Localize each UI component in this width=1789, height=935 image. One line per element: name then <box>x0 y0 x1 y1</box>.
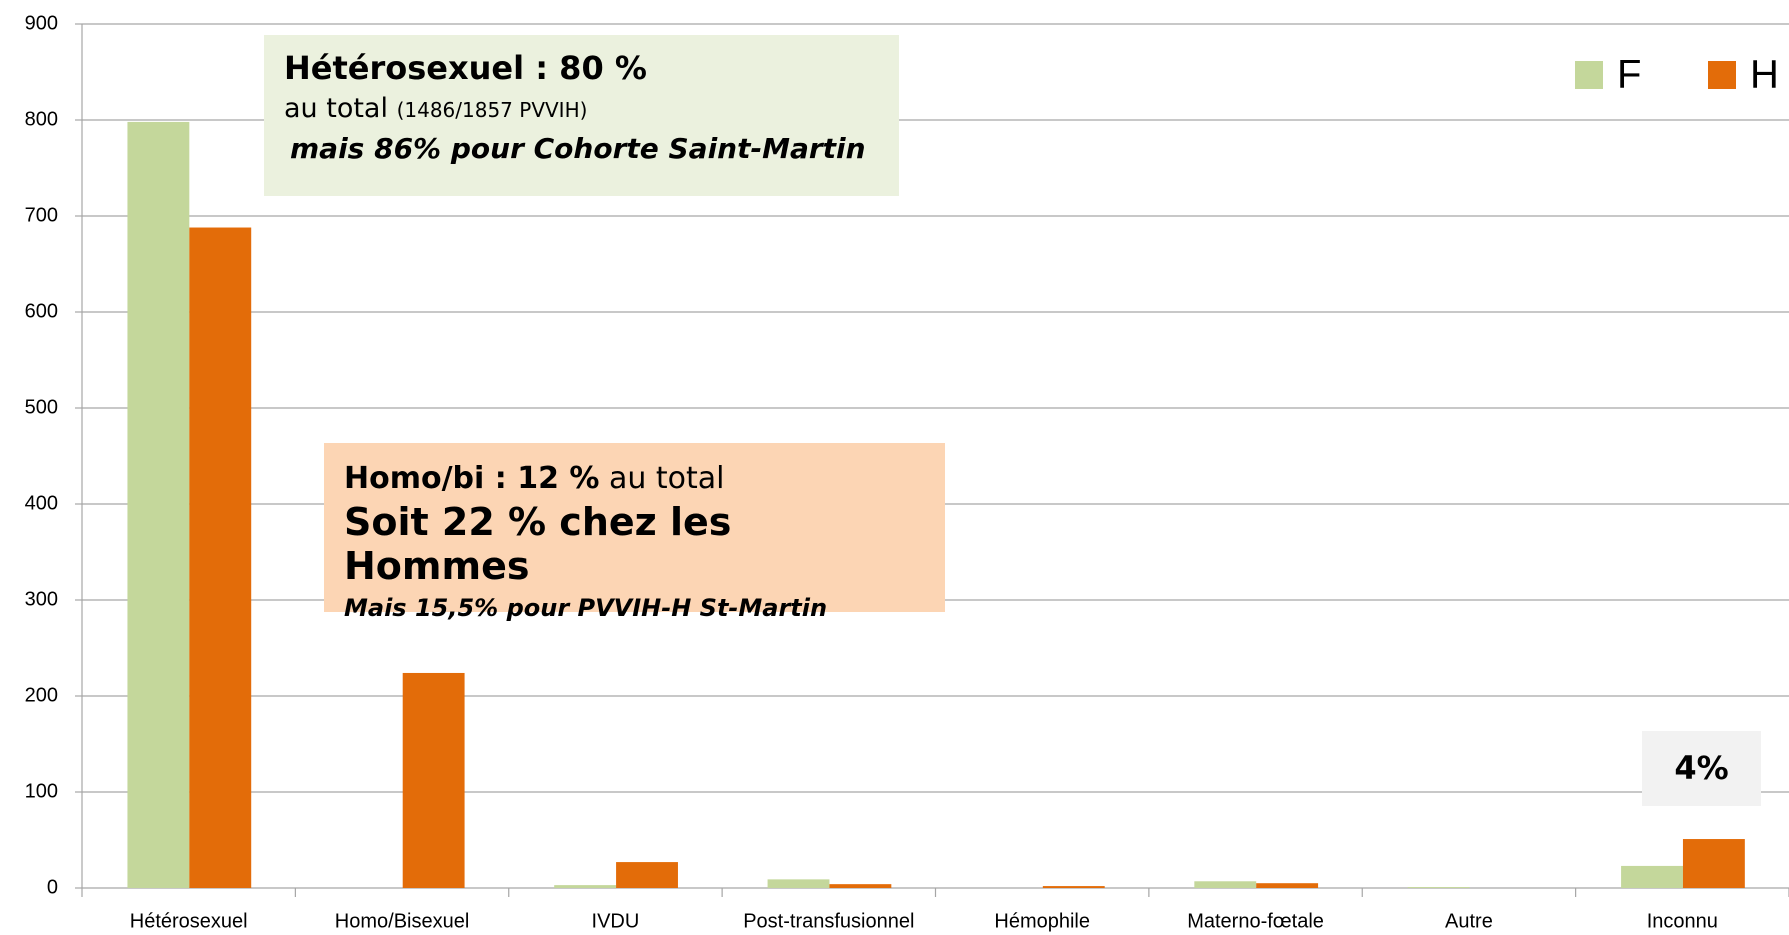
annotation-text: au total <box>284 93 397 124</box>
y-tick-label: 600 <box>25 300 58 322</box>
bar <box>127 121 190 889</box>
x-tick-label: Post-transfusionnel <box>743 910 914 932</box>
y-tick-label: 200 <box>25 684 58 706</box>
bar <box>616 862 678 888</box>
bar <box>1407 887 1470 888</box>
bar <box>554 885 617 888</box>
y-tick-label: 100 <box>25 780 58 802</box>
x-tick-label: Autre <box>1445 910 1493 932</box>
x-tick-label: Inconnu <box>1647 910 1718 932</box>
legend-swatch <box>1575 61 1603 89</box>
bar <box>1621 865 1683 888</box>
x-tick-label: Homo/Bisexuel <box>335 910 470 932</box>
y-tick-label: 300 <box>25 588 58 610</box>
annotation-text: Soit 22 % chez les Hommes <box>344 500 732 588</box>
y-tick-label: 0 <box>47 876 58 898</box>
legend-swatch <box>1708 61 1736 89</box>
bar <box>1682 839 1745 888</box>
annotation-inconnu: 4% <box>1642 731 1761 806</box>
x-tick-label: Hémophile <box>994 910 1090 932</box>
annotation-text: Homo/bi : 12 % <box>344 461 600 496</box>
annotation-text: mais 86% pour Cohorte Saint-Martin <box>290 132 866 165</box>
legend-label: H <box>1750 53 1779 97</box>
annotation-text: 4% <box>1674 749 1729 787</box>
y-tick-label: 900 <box>25 12 58 34</box>
y-tick-label: 400 <box>25 492 58 514</box>
legend-label: F <box>1617 53 1641 97</box>
y-tick-label: 500 <box>25 396 58 418</box>
annotation-hetero: Hétérosexuel : 80 % au total (1486/1857 … <box>264 35 899 196</box>
bar <box>189 227 252 888</box>
annotation-homo: Homo/bi : 12 % au total Soit 22 % chez l… <box>324 443 945 622</box>
annotation-text: au total <box>599 461 725 496</box>
bar <box>1256 883 1319 888</box>
x-tick-label: Hétérosexuel <box>130 910 248 932</box>
annotation-text: Hétérosexuel : 80 % <box>284 49 647 87</box>
y-tick-label: 800 <box>25 108 58 130</box>
y-tick-label: 700 <box>25 204 58 226</box>
bar <box>767 879 830 888</box>
bar <box>1194 881 1257 888</box>
annotation-text: (1486/1857 PVVIH) <box>396 98 588 122</box>
x-tick-label: IVDU <box>592 910 640 932</box>
annotation-text: Mais 15,5% pour PVVIH-H St-Martin <box>344 594 828 622</box>
bar <box>1042 886 1105 888</box>
bar <box>402 672 465 888</box>
bar <box>829 884 892 888</box>
x-tick-label: Materno-fœtale <box>1187 910 1324 932</box>
